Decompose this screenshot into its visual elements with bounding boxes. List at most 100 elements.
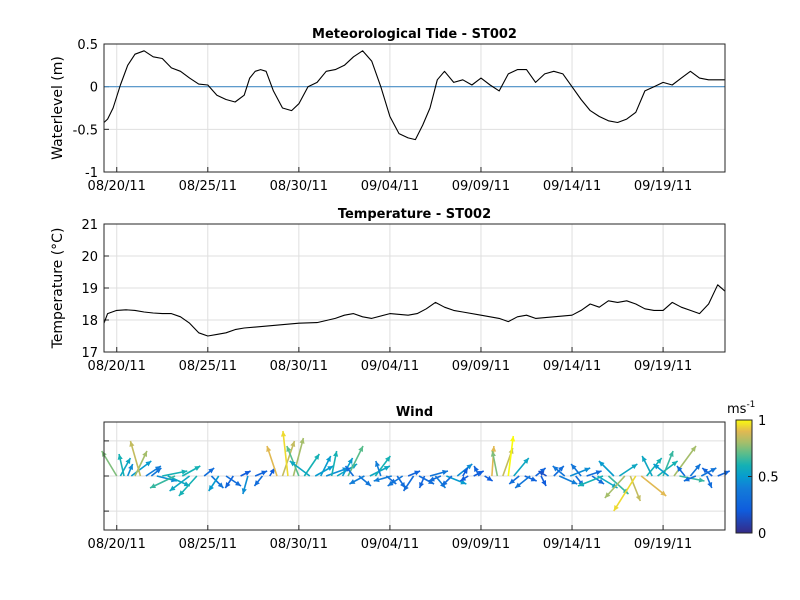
series-line bbox=[103, 284, 726, 337]
wind-arrowhead bbox=[244, 471, 251, 476]
wind-arrowhead bbox=[325, 456, 331, 462]
wind-arrowhead bbox=[460, 475, 467, 481]
x-tick-label: 08/25/11 bbox=[179, 359, 237, 374]
x-tick-label: 08/30/11 bbox=[270, 537, 328, 552]
x-tick-label: 09/04/11 bbox=[361, 359, 419, 374]
wind-arrowhead bbox=[598, 478, 605, 484]
y-tick-label: -0.5 bbox=[73, 123, 98, 138]
temperature-panel: 08/20/11 08/25/11 08/30/11 09/04/11 09/09/11… bbox=[50, 207, 726, 374]
wind-arrowhead bbox=[290, 441, 296, 447]
tide-panel: 08/20/11 08/25/11 08/30/11 09/04/11 09/09/11… bbox=[50, 27, 726, 194]
x-tick-label: 08/20/11 bbox=[88, 359, 146, 374]
wind-arrowhead bbox=[515, 482, 521, 488]
x-tick-label: 09/19/11 bbox=[634, 179, 692, 194]
wind-arrowhead bbox=[194, 466, 201, 471]
x-tick-label: 09/09/11 bbox=[452, 179, 510, 194]
wind-arrowhead bbox=[289, 461, 296, 467]
wind-arrowhead bbox=[577, 481, 584, 487]
wind-arrowhead bbox=[428, 476, 435, 482]
y-tick-label: -1 bbox=[85, 166, 98, 181]
series-line bbox=[103, 50, 725, 141]
axes-frame bbox=[103, 421, 726, 531]
wind-arrowhead bbox=[365, 480, 371, 486]
wind-arrowhead bbox=[552, 466, 559, 472]
wind-arrowhead bbox=[375, 461, 380, 467]
wind-arrowhead bbox=[598, 461, 605, 467]
wind-arrowhead bbox=[462, 468, 468, 474]
x-tick-label: 09/04/11 bbox=[361, 179, 419, 194]
y-tick-label: 20 bbox=[81, 250, 98, 265]
x-tick-label: 08/30/11 bbox=[270, 179, 328, 194]
colorbar-unit-base: ms bbox=[727, 402, 747, 417]
wind-arrowhead bbox=[178, 490, 185, 496]
wind-arrowhead bbox=[490, 451, 496, 457]
wind-arrowhead bbox=[428, 479, 435, 484]
y-axis-label: Waterlevel (m) bbox=[50, 56, 66, 160]
colorbar-unit-label: ms-1 bbox=[727, 400, 755, 417]
wind-arrowhead bbox=[690, 446, 697, 452]
wind-arrowhead bbox=[254, 480, 260, 486]
wind-arrowhead bbox=[490, 446, 497, 452]
colorbar-tick-label: 0 bbox=[758, 527, 766, 542]
wind-arrowhead bbox=[385, 456, 391, 462]
wind-arrowhead bbox=[150, 483, 157, 489]
wind-arrowhead bbox=[571, 464, 577, 470]
x-tick-label: 08/25/11 bbox=[179, 537, 237, 552]
wind-arrowhead bbox=[269, 468, 275, 474]
wind-arrowhead bbox=[441, 480, 448, 486]
chart-title: Meteorological Tide - ST002 bbox=[312, 27, 517, 42]
wind-vector bbox=[282, 430, 289, 477]
x-tick-label: 09/09/11 bbox=[452, 537, 510, 552]
x-tick-label: 08/25/11 bbox=[179, 179, 237, 194]
wind-arrowhead bbox=[299, 438, 305, 444]
colorbar-unit-exponent: -1 bbox=[746, 400, 755, 410]
wind-arrowhead bbox=[181, 469, 188, 475]
wind-arrowhead bbox=[595, 470, 602, 476]
chart-title: Temperature - ST002 bbox=[338, 207, 491, 222]
x-tick-label: 08/20/11 bbox=[88, 179, 146, 194]
wind-vector bbox=[613, 475, 637, 512]
y-tick-label: 0 bbox=[90, 81, 98, 96]
wind-arrowhead bbox=[419, 482, 425, 488]
wind-arrowhead bbox=[155, 468, 162, 474]
wind-arrowhead bbox=[117, 454, 123, 460]
wind-arrowhead bbox=[523, 458, 529, 464]
plot-background bbox=[104, 44, 725, 172]
wind-arrowhead bbox=[358, 446, 364, 452]
wind-arrowhead bbox=[235, 480, 242, 486]
wind-arrowhead bbox=[702, 468, 709, 474]
wind-arrowhead bbox=[327, 466, 334, 471]
x-tick-label: 09/14/11 bbox=[543, 359, 601, 374]
wind-arrowhead bbox=[208, 468, 215, 474]
wind-arrowhead bbox=[510, 436, 516, 442]
wind-arrowhead bbox=[604, 492, 611, 498]
wind-arrowhead bbox=[584, 467, 591, 473]
wind-arrowhead bbox=[266, 446, 272, 452]
wind-vector bbox=[129, 440, 142, 477]
wind-arrowhead bbox=[656, 458, 662, 464]
wind-arrowhead bbox=[129, 441, 135, 447]
wind-arrowhead bbox=[509, 478, 516, 484]
wind-arrowhead bbox=[642, 456, 647, 462]
wind-arrowhead bbox=[333, 451, 339, 457]
x-tick-label: 08/30/11 bbox=[270, 359, 328, 374]
chart-title: Wind bbox=[396, 405, 433, 420]
wind-arrowhead bbox=[414, 470, 421, 476]
colorbar-tick-label: 1 bbox=[758, 414, 766, 429]
wind-arrowhead bbox=[530, 476, 537, 482]
wind-vector bbox=[292, 437, 305, 477]
wind-arrowhead bbox=[676, 466, 683, 472]
wind-arrowhead bbox=[217, 482, 224, 488]
wind-arrowhead bbox=[474, 466, 479, 472]
wind-arrowhead bbox=[710, 468, 717, 473]
colorbar-tick-label: 0.5 bbox=[758, 471, 779, 486]
wind-arrowhead bbox=[631, 464, 638, 470]
wind-arrowhead bbox=[261, 470, 268, 476]
axes-frame bbox=[103, 43, 726, 173]
wind-arrowhead bbox=[694, 464, 701, 470]
wind-arrowhead bbox=[698, 477, 705, 483]
wind-arrowhead bbox=[538, 471, 545, 477]
wind-arrowhead bbox=[541, 480, 547, 486]
wind-arrowhead bbox=[571, 479, 578, 485]
